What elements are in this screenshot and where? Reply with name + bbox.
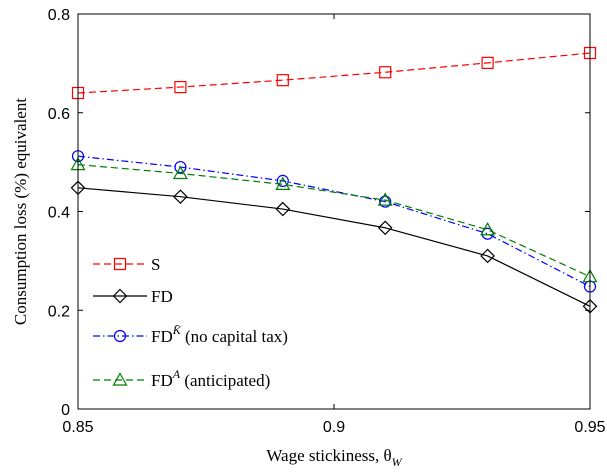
- data-point: [377, 220, 393, 236]
- data-point: [481, 56, 494, 69]
- legend-marker: [112, 372, 128, 386]
- legend-marker: [112, 288, 128, 304]
- series-line: [77, 163, 591, 278]
- y-tick-label: 0.6: [48, 106, 70, 123]
- data-point: [275, 176, 291, 190]
- series-line: [77, 155, 591, 288]
- x-tick-label: 0.85: [62, 419, 93, 436]
- legend-item: FDK̄ (no capital tax): [93, 323, 288, 346]
- data-point: [276, 174, 289, 187]
- y-tick-label: 0.2: [48, 303, 70, 320]
- data-point: [379, 195, 392, 208]
- x-tick-label: 0.95: [574, 419, 605, 436]
- x-tick-label: 0.9: [323, 419, 345, 436]
- legend-item: FD: [93, 287, 173, 306]
- data-point: [174, 80, 187, 94]
- data-point: [480, 248, 495, 264]
- y-axis-label: Consumption loss (%) equivalent: [11, 98, 30, 325]
- legend-label: FDK̄ (no capital tax): [151, 323, 288, 346]
- plot-frame: [77, 13, 591, 410]
- series-2: [70, 180, 598, 314]
- legend-item: FDA (anticipated): [93, 367, 270, 390]
- y-tick-label: 0.8: [48, 7, 70, 24]
- data-point: [480, 222, 496, 236]
- data-point: [173, 189, 188, 205]
- x-axis-label-subscript: W: [392, 455, 403, 468]
- data-point: [276, 74, 289, 87]
- data-point: [275, 201, 291, 217]
- y-tick-label: 0.4: [48, 205, 70, 222]
- data-point: [174, 160, 187, 174]
- legend-marker: [113, 329, 127, 343]
- series-1: [71, 46, 597, 100]
- data-point: [379, 66, 392, 79]
- x-axis-label-text: Wage stickiness, θ: [266, 446, 391, 465]
- x-axis-label: Wage stickiness, θW: [266, 446, 402, 468]
- y-tick-label: 0: [61, 402, 70, 419]
- series-line: [77, 187, 591, 307]
- legend-label: FD: [151, 287, 173, 306]
- legend-label: S: [151, 255, 160, 274]
- series-line: [77, 52, 591, 94]
- data-point: [172, 165, 188, 180]
- data-point: [377, 192, 393, 206]
- legend-label: FDA (anticipated): [151, 367, 270, 390]
- legend-marker: [113, 257, 127, 271]
- legend-item: S: [93, 255, 160, 274]
